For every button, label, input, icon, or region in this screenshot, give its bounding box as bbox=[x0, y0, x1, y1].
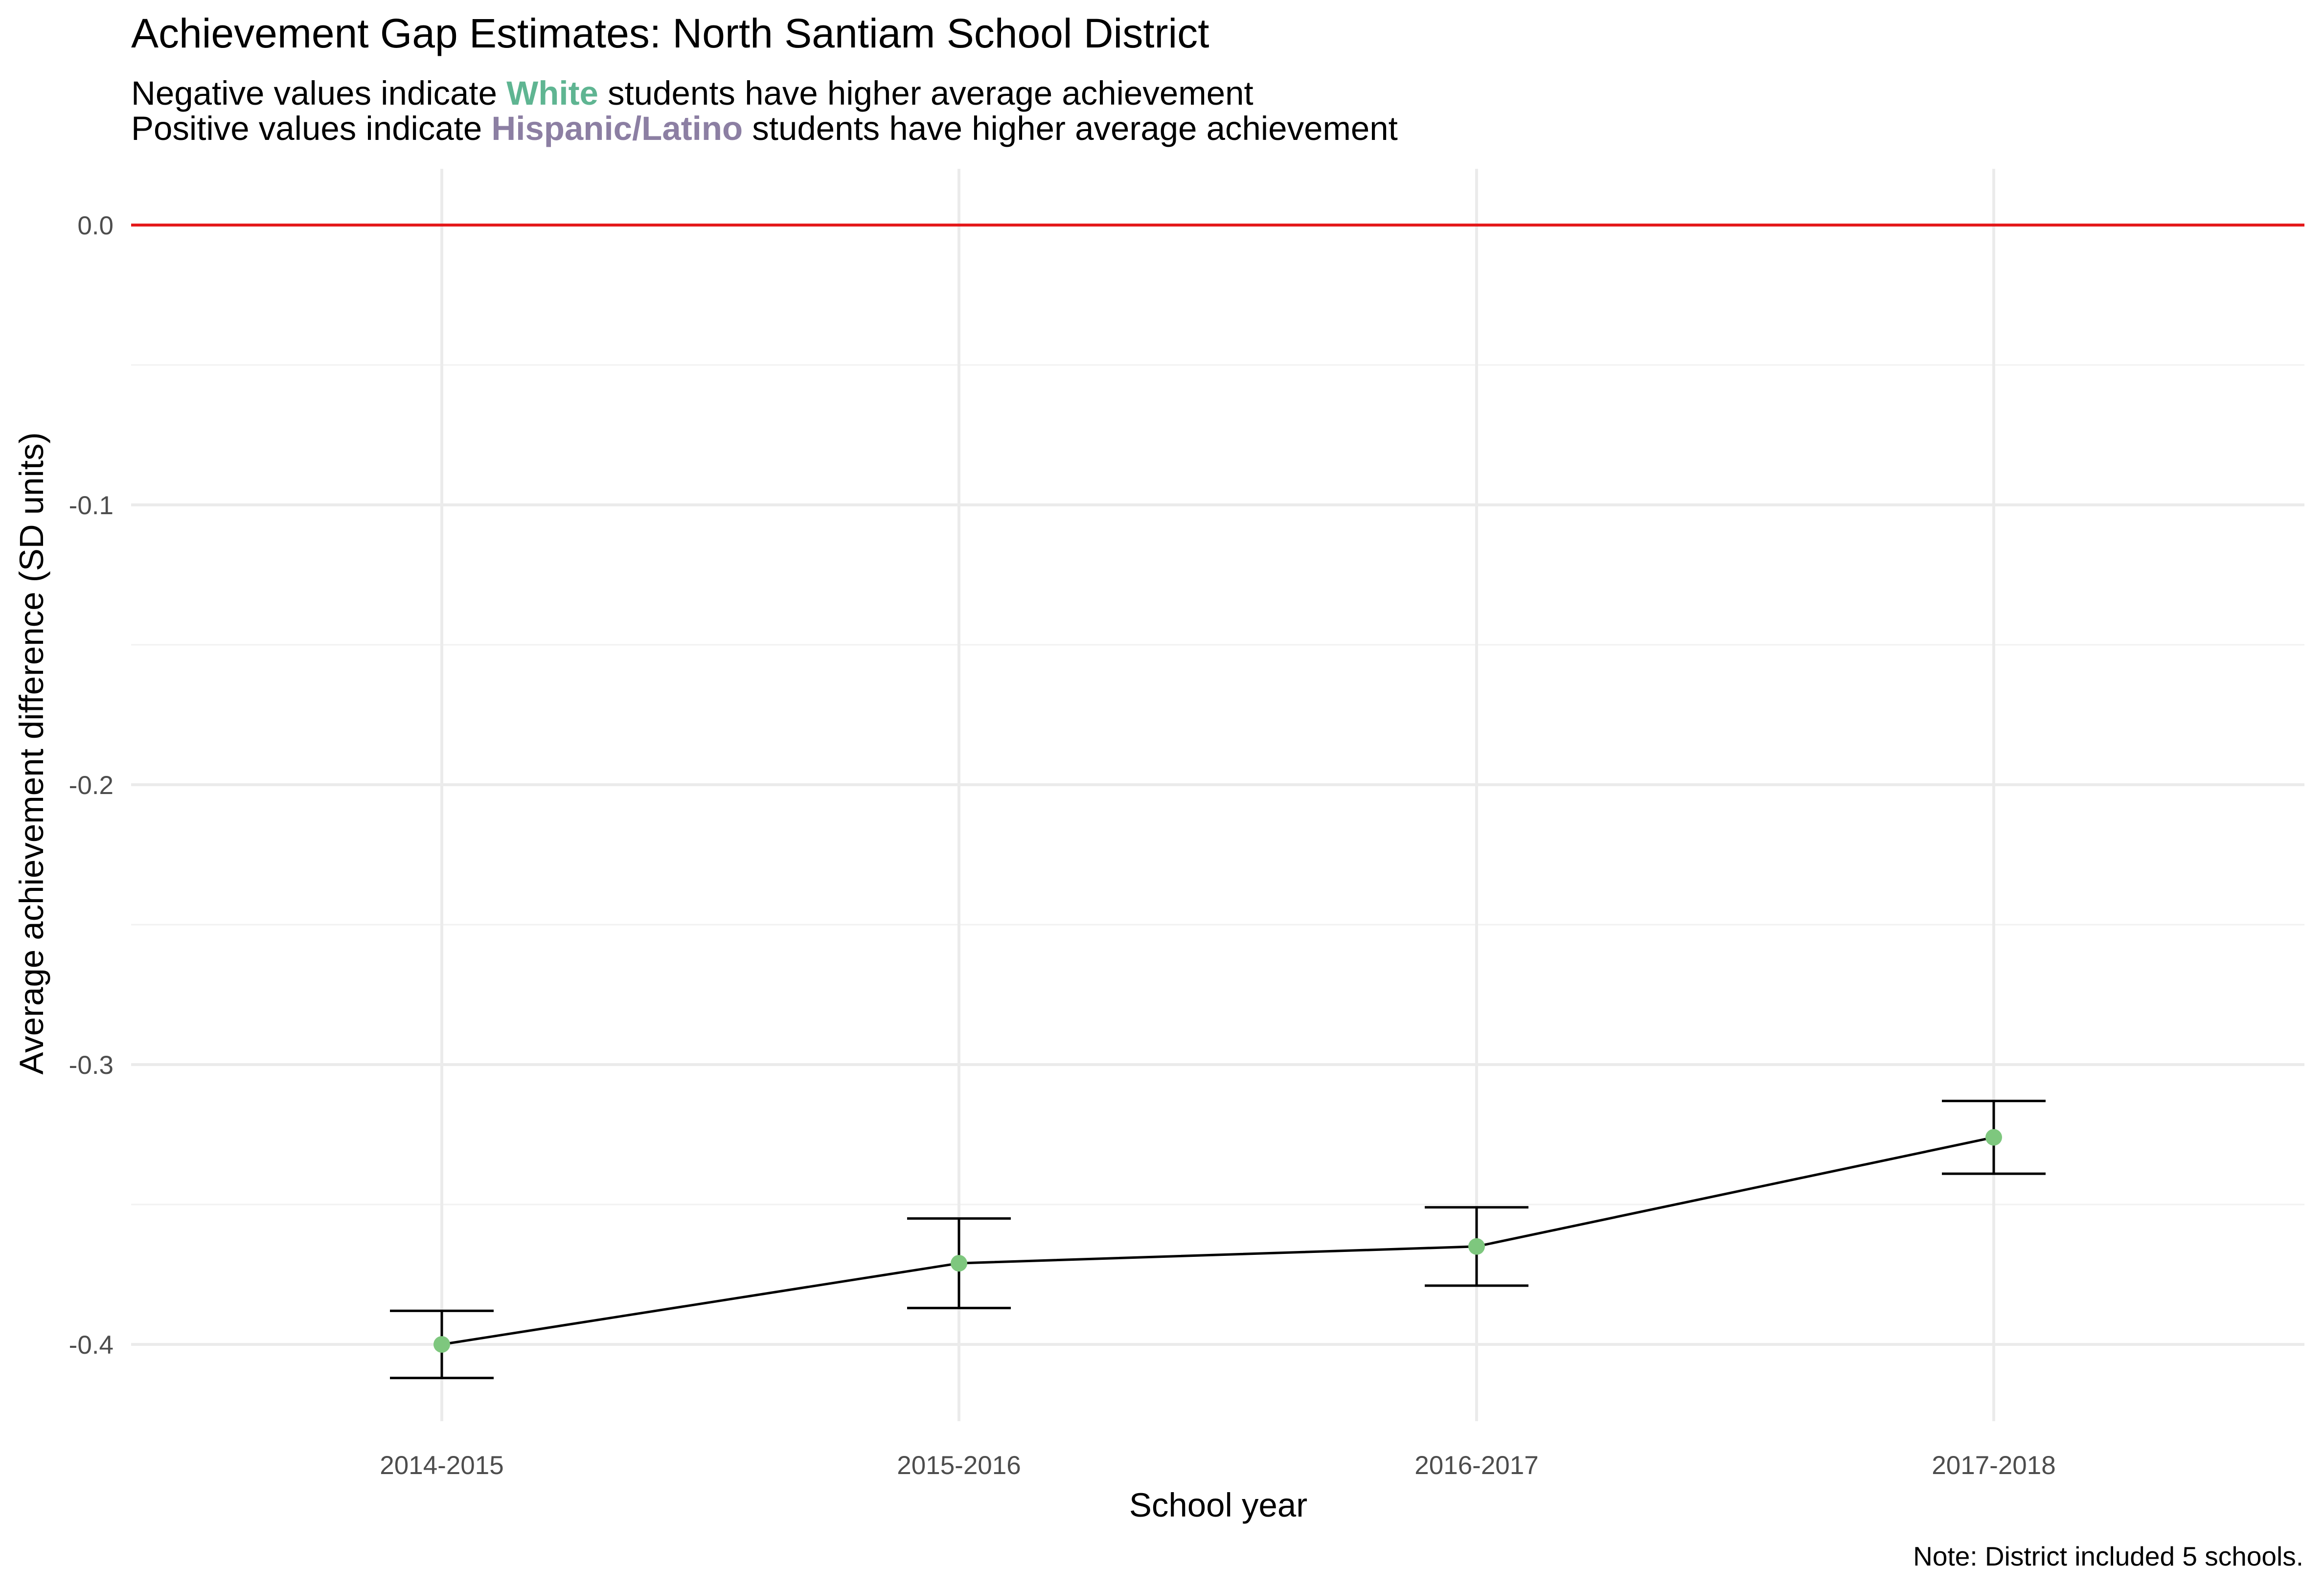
x-tick-label: 2016-2017 bbox=[1414, 1451, 1538, 1480]
y-tick-label: -0.4 bbox=[69, 1331, 114, 1360]
subtitle-line1-before: Negative values indicate bbox=[131, 74, 506, 112]
y-tick-label: -0.3 bbox=[69, 1051, 114, 1080]
subtitle-line1-after: students have higher average achievement bbox=[598, 74, 1253, 112]
data-points bbox=[433, 1129, 2002, 1353]
y-tick-label: -0.1 bbox=[69, 491, 114, 520]
chart-subtitle-line1: Negative values indicate White students … bbox=[131, 74, 1253, 112]
chart-title: Achievement Gap Estimates: North Santiam… bbox=[131, 10, 1209, 56]
data-point bbox=[433, 1336, 450, 1353]
series-line-layer bbox=[441, 1136, 1994, 1346]
x-tick-label: 2017-2018 bbox=[1932, 1451, 2055, 1480]
series-line bbox=[441, 1136, 1994, 1346]
data-point bbox=[1468, 1238, 1485, 1255]
chart-caption: Note: District included 5 schools. bbox=[1913, 1541, 2303, 1571]
data-point bbox=[1985, 1129, 2002, 1146]
subtitle-white-highlight: White bbox=[506, 74, 598, 112]
subtitle-line2-after: students have higher average achievement bbox=[743, 110, 1398, 147]
y-tick-label: -0.2 bbox=[69, 771, 114, 800]
error-bars bbox=[390, 1099, 2046, 1380]
y-axis-title: Average achievement difference (SD units… bbox=[13, 432, 50, 1075]
x-tick-label: 2015-2016 bbox=[897, 1451, 1021, 1480]
subtitle-hispanic-highlight: Hispanic/Latino bbox=[491, 110, 743, 147]
subtitle-line2-before: Positive values indicate bbox=[131, 110, 491, 147]
y-axis-ticks: 0.0 -0.1 -0.2 -0.3 -0.4 bbox=[69, 211, 114, 1360]
x-tick-label: 2014-2015 bbox=[380, 1451, 503, 1480]
y-tick-label: 0.0 bbox=[77, 211, 114, 240]
x-axis-title: School year bbox=[1129, 1486, 1307, 1524]
data-point bbox=[951, 1255, 967, 1272]
x-axis-ticks: 2014-2015 2015-2016 2016-2017 2017-2018 bbox=[380, 1451, 2055, 1480]
chart-subtitle-line2: Positive values indicate Hispanic/Latino… bbox=[131, 110, 1398, 147]
